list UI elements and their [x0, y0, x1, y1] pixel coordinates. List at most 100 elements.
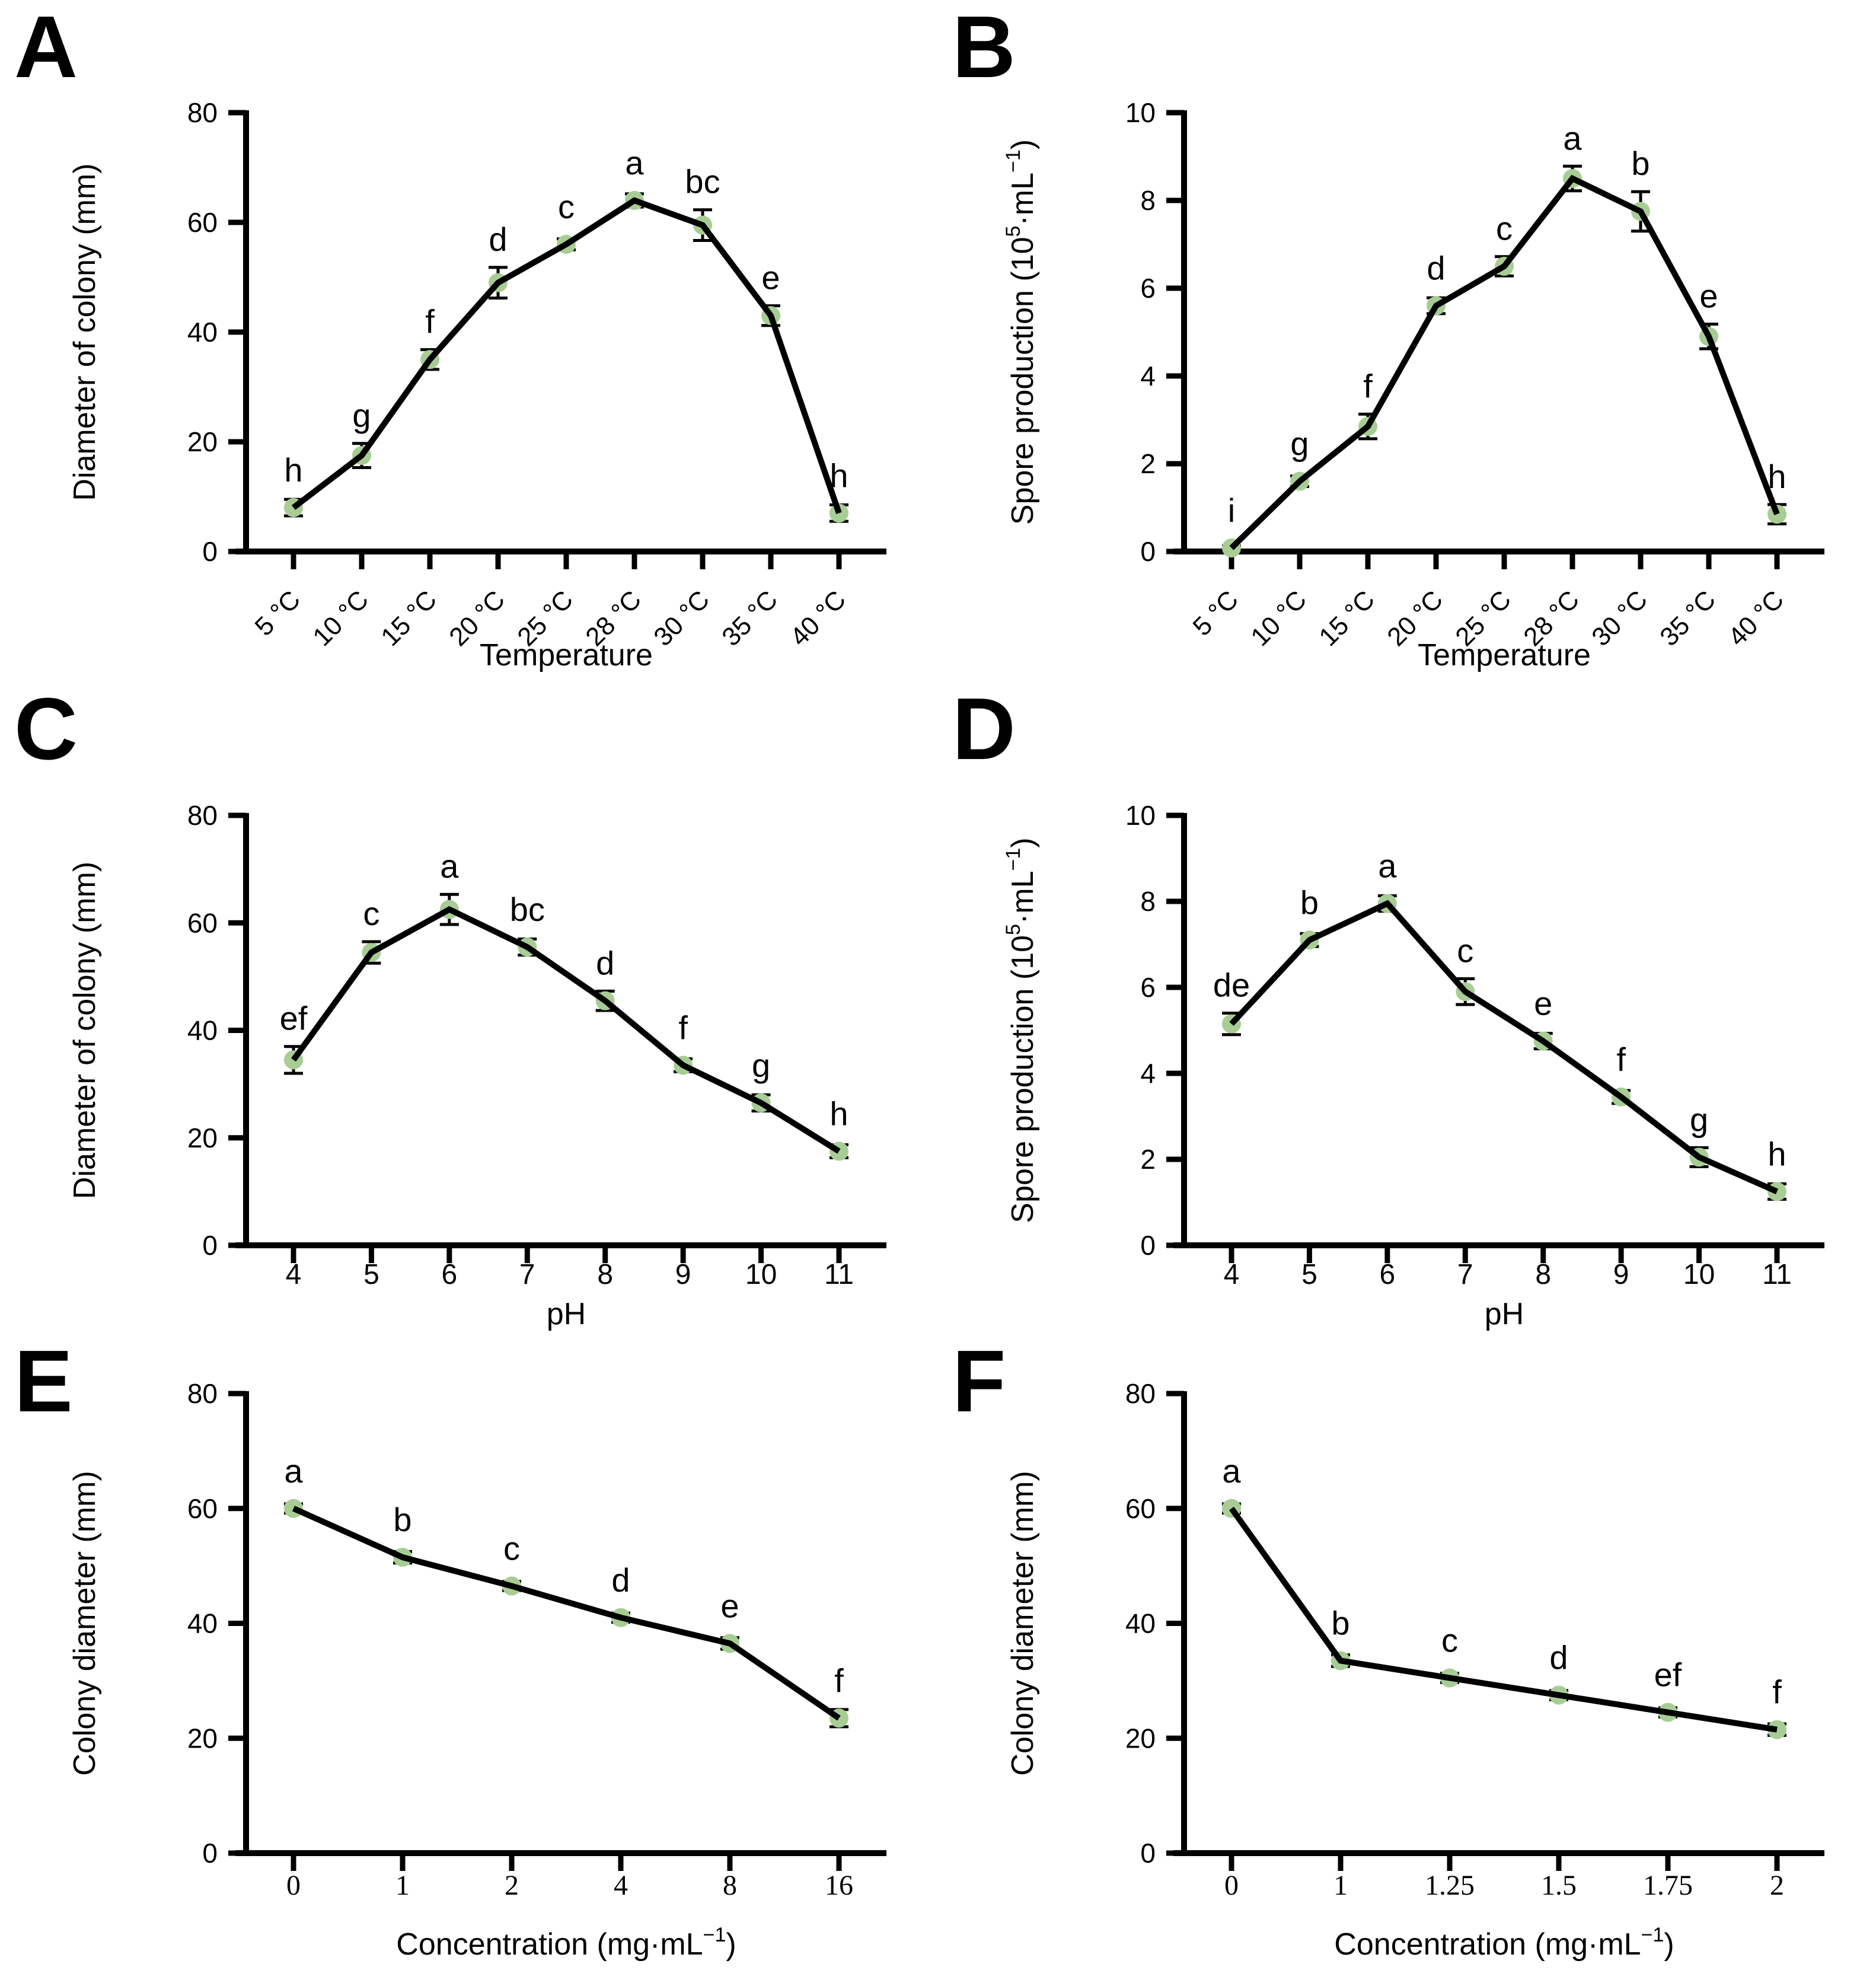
significance-letter: c	[1496, 210, 1513, 247]
significance-letter: f	[1363, 367, 1373, 404]
significance-letter: e	[1534, 985, 1552, 1022]
panel-a: A 0 20 40 60 80 5 °C 10 °C 15 °C 20 °C 25 °C 28 °C…	[0, 0, 938, 682]
x-tick-label: 11	[1762, 1259, 1792, 1290]
significance-letter: g	[352, 397, 371, 434]
significance-letter: a	[625, 144, 644, 181]
significance-letter: e	[720, 1587, 739, 1624]
panel-d: D 0 2 4 6 8 10 4 5 6 7 8 9 10 11 pH Spore production (1…	[938, 682, 1876, 1334]
y-tick-label: 8	[1140, 185, 1156, 216]
axes	[1173, 1391, 1824, 1856]
x-tick-label: 10	[745, 1259, 777, 1290]
x-tick-label: 5 °C	[250, 585, 307, 642]
x-axis-title: pH	[547, 1297, 586, 1331]
axes	[235, 1391, 886, 1856]
significance-letter: a	[440, 847, 459, 885]
x-tick-label: 9	[675, 1259, 691, 1290]
x-ticks: 4 5 6 7 8 9 10 11	[286, 1245, 854, 1290]
significance-letter: h	[829, 1095, 848, 1132]
significance-letter: f	[1616, 1041, 1626, 1078]
x-tick-label: 30 °C	[648, 585, 715, 652]
significance-letter: i	[1228, 492, 1235, 529]
data-line	[291, 906, 841, 1154]
y-tick-label: 80	[187, 800, 218, 831]
x-axis-title: Temperature	[1418, 638, 1591, 672]
x-tick-label: 10 °C	[307, 585, 374, 652]
y-tick-label: 0	[1140, 1230, 1156, 1261]
x-tick-label: 40 °C	[1722, 585, 1789, 652]
panel-a-letter: A	[14, 0, 78, 96]
significance-letter: f	[1772, 1673, 1782, 1711]
significance-letter: d	[1427, 250, 1445, 287]
data-line	[1229, 174, 1780, 550]
y-tick-label: 6	[1140, 972, 1156, 1003]
y-tick-label: 40	[187, 317, 218, 347]
significance-letter: f	[678, 1009, 688, 1046]
data-line	[1229, 900, 1779, 1194]
y-tick-label: 4	[1140, 1058, 1156, 1089]
y-ticks: 0 2 4 6 8 10	[1125, 97, 1184, 567]
data-points	[284, 1499, 848, 1728]
y-tick-label: 20	[187, 426, 218, 457]
y-tick-label: 6	[1140, 273, 1156, 304]
significance-letter: ef	[1654, 1656, 1682, 1694]
significance-letters: i g f d c a b e h	[1228, 119, 1786, 529]
x-tick-label: 1	[395, 1870, 410, 1901]
significance-letter: g	[752, 1047, 770, 1084]
significance-letter: b	[1331, 1604, 1349, 1641]
y-axis-title: Diameter of colony (mm)	[68, 163, 102, 500]
significance-letter: h	[284, 451, 302, 489]
x-axis-title: Concentration (mg·mL−1)	[1334, 1924, 1674, 1962]
y-tick-label: 0	[202, 1230, 218, 1261]
significance-letters: de b a c e f g h	[1213, 847, 1786, 1173]
x-tick-label: 8	[597, 1259, 613, 1290]
y-ticks: 0 2 4 6 8 10	[1125, 800, 1184, 1261]
x-ticks: 0 1 1.25 1.5 1.75 2	[1224, 1853, 1784, 1901]
significance-letter: c	[558, 188, 575, 225]
panel-e-letter: E	[14, 1334, 73, 1430]
y-tick-label: 60	[187, 907, 218, 938]
x-tick-label: 9	[1613, 1259, 1629, 1290]
data-line	[1229, 1506, 1778, 1733]
panel-c-chart: 0 20 40 60 80 4 5 6 7 8 9 10 11 pH Diameter of colony …	[68, 800, 886, 1331]
y-tick-label: 0	[202, 536, 218, 567]
x-tick-label: 7	[1457, 1259, 1473, 1290]
x-tick-label: 5	[1301, 1259, 1317, 1290]
y-ticks: 0 20 40 60 80	[1125, 1378, 1184, 1869]
panel-e-chart: 0 20 40 60 80 0 1 2 4 8 16 Concentration (mg·mL−1) C…	[68, 1378, 886, 1962]
y-tick-label: 2	[1140, 1144, 1156, 1175]
significance-letter: bc	[685, 163, 720, 200]
significance-letter: f	[425, 303, 435, 340]
x-tick-label: 30 °C	[1586, 585, 1653, 652]
significance-letters: a b c d ef f	[1222, 1452, 1782, 1711]
significance-letter: de	[1213, 967, 1250, 1004]
error-bars	[1222, 1502, 1786, 1737]
significance-letter: g	[1690, 1101, 1708, 1138]
y-tick-label: 80	[1125, 1378, 1156, 1409]
y-tick-label: 60	[187, 1493, 218, 1524]
x-tick-label: 0	[286, 1870, 301, 1901]
y-tick-label: 20	[187, 1123, 218, 1153]
significance-letter: c	[1457, 932, 1473, 970]
y-tick-label: 2	[1140, 448, 1156, 479]
data-line	[291, 197, 842, 514]
axes	[1173, 813, 1824, 1248]
x-tick-label: 35 °C	[1654, 585, 1721, 652]
y-tick-label: 10	[1125, 800, 1156, 831]
data-points	[1222, 1499, 1786, 1739]
panel-b-chart: 0 2 4 6 8 10 5 °C 10 °C 15 °C 20 °C 25 °C 28 °C 30 °…	[1002, 97, 1824, 672]
significance-letter: a	[284, 1452, 303, 1490]
y-ticks: 0 20 40 60 80	[187, 800, 246, 1261]
x-tick-label: 6	[442, 1259, 458, 1290]
x-tick-label: 5	[363, 1259, 379, 1290]
y-tick-label: 10	[1125, 97, 1156, 128]
x-tick-label: 1	[1333, 1870, 1348, 1901]
y-tick-label: 20	[187, 1723, 218, 1754]
y-tick-label: 40	[187, 1608, 218, 1639]
data-line	[292, 1506, 841, 1721]
significance-letters: a b c d e f	[284, 1452, 844, 1700]
y-ticks: 0 20 40 60 80	[187, 97, 246, 567]
axes	[1173, 110, 1824, 554]
error-bars	[284, 892, 848, 1159]
x-tick-label: 40 °C	[784, 585, 851, 652]
